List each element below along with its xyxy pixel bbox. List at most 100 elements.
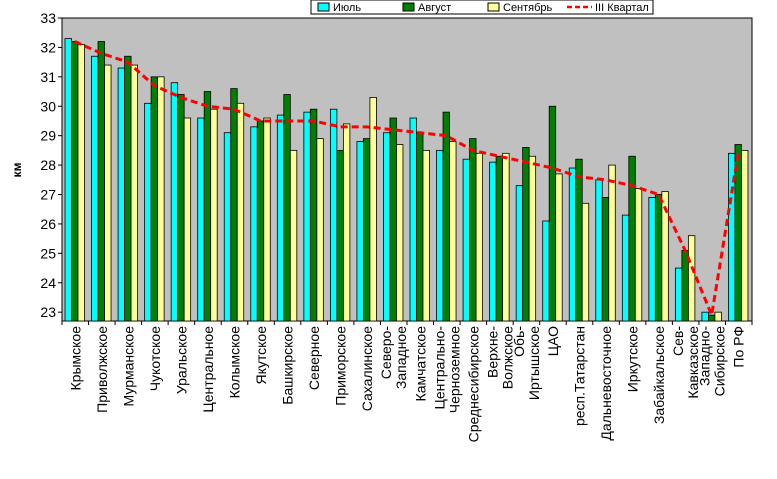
bar (144, 102, 152, 322)
category-label-line: Приморское (333, 326, 349, 406)
bar (714, 311, 722, 322)
bar (621, 214, 630, 322)
legend-label-quarter: III Квартал (595, 2, 649, 14)
bar (256, 120, 265, 322)
category-label: Мурманское (120, 326, 136, 407)
y-tick-label: 30 (40, 98, 56, 114)
bar (741, 149, 749, 322)
bar (442, 111, 450, 322)
bar (654, 194, 663, 322)
category-label-line: Колымское (227, 326, 243, 399)
bar (263, 117, 271, 322)
bar (595, 179, 603, 322)
category-label-line: Верхне- (484, 326, 500, 378)
category-label: Забайкальское (651, 326, 667, 424)
bar (436, 149, 444, 322)
category-label: Уральское (173, 326, 189, 394)
category-label: Башкирское (280, 326, 296, 405)
category-label-line: Западно- (697, 326, 713, 386)
category-label: Колымское (227, 326, 243, 399)
bar (555, 173, 563, 322)
bars (64, 38, 749, 322)
legend-swatch-jul (317, 2, 330, 12)
legend-label-sep: Сентябрь (503, 2, 553, 14)
bar (708, 314, 716, 322)
bar (515, 185, 524, 322)
bar (309, 108, 318, 322)
category-label: Камчатское (412, 326, 428, 402)
bar (396, 144, 404, 322)
bar (502, 152, 510, 322)
category-label-line: Сибирское (712, 326, 728, 397)
bar (104, 64, 112, 322)
category-label-line: Среднесибирское (465, 326, 481, 443)
bar (634, 188, 643, 322)
category-label: Якутское (253, 326, 269, 385)
bar (528, 155, 537, 322)
bar (409, 117, 417, 322)
bar (316, 138, 324, 322)
category-label: Западно-Сибирское (697, 326, 728, 397)
y-tick-label: 24 (40, 275, 56, 291)
bar (157, 76, 165, 322)
y-tick-label: 26 (40, 216, 56, 232)
bar (522, 147, 530, 322)
bar (342, 123, 351, 322)
bar (608, 164, 616, 322)
category-label-line: Центрально- (431, 326, 447, 410)
bar (236, 102, 245, 322)
category-label-line: Уральское (173, 326, 189, 394)
category-label-line: Черноземное (446, 326, 462, 413)
bar (575, 158, 583, 322)
y-axis-label: км (10, 162, 24, 177)
bar (283, 94, 291, 322)
category-label: Центрально-Черноземное (431, 326, 462, 414)
bar (416, 132, 424, 322)
bar (542, 220, 550, 322)
bar (674, 267, 683, 322)
bar (276, 114, 285, 322)
bar (97, 41, 105, 322)
category-label: Приволжское (94, 326, 110, 413)
legend-box (310, 0, 654, 15)
bar (601, 197, 610, 322)
category-label-line: Центральное (200, 326, 216, 413)
category-label-line: респ.Татарстан (572, 326, 588, 426)
category-label-line: Сахалинское (359, 326, 375, 411)
bar (469, 138, 477, 322)
bar (628, 155, 636, 322)
bar (687, 235, 696, 322)
y-tick-label: 25 (40, 245, 56, 261)
category-label-line: Башкирское (280, 326, 296, 405)
category-label: Среднесибирское (465, 326, 481, 443)
category-label-line: По РФ (731, 326, 747, 368)
category-label-line: ЦАО (545, 326, 561, 356)
category-label: Обь-Иртышское (511, 326, 542, 400)
category-label: ЦАО (545, 326, 561, 356)
y-tick-label: 23 (40, 304, 56, 320)
bar (449, 141, 457, 322)
legend-swatch-sep (487, 2, 500, 12)
bar (422, 149, 430, 322)
category-label: Приморское (333, 326, 349, 406)
bar (71, 41, 79, 322)
y-tick-label: 29 (40, 128, 56, 144)
bar (489, 161, 497, 322)
bar (363, 138, 371, 322)
legend-label-aug: Август (418, 2, 451, 14)
category-label-line: Крымское (67, 326, 83, 391)
bar (383, 132, 391, 322)
category-label-line: Волжское (499, 326, 515, 389)
bar (356, 141, 364, 322)
bar (681, 249, 689, 322)
y-tick-label: 32 (40, 39, 56, 55)
bar (150, 76, 159, 322)
category-label-line: Мурманское (120, 326, 136, 407)
y-tick-label: 28 (40, 157, 56, 173)
bar (475, 152, 483, 322)
bar (389, 117, 397, 322)
bar (170, 82, 179, 322)
bar (568, 167, 577, 322)
bar (124, 55, 132, 322)
legend-label-jul: Июль (333, 2, 361, 14)
